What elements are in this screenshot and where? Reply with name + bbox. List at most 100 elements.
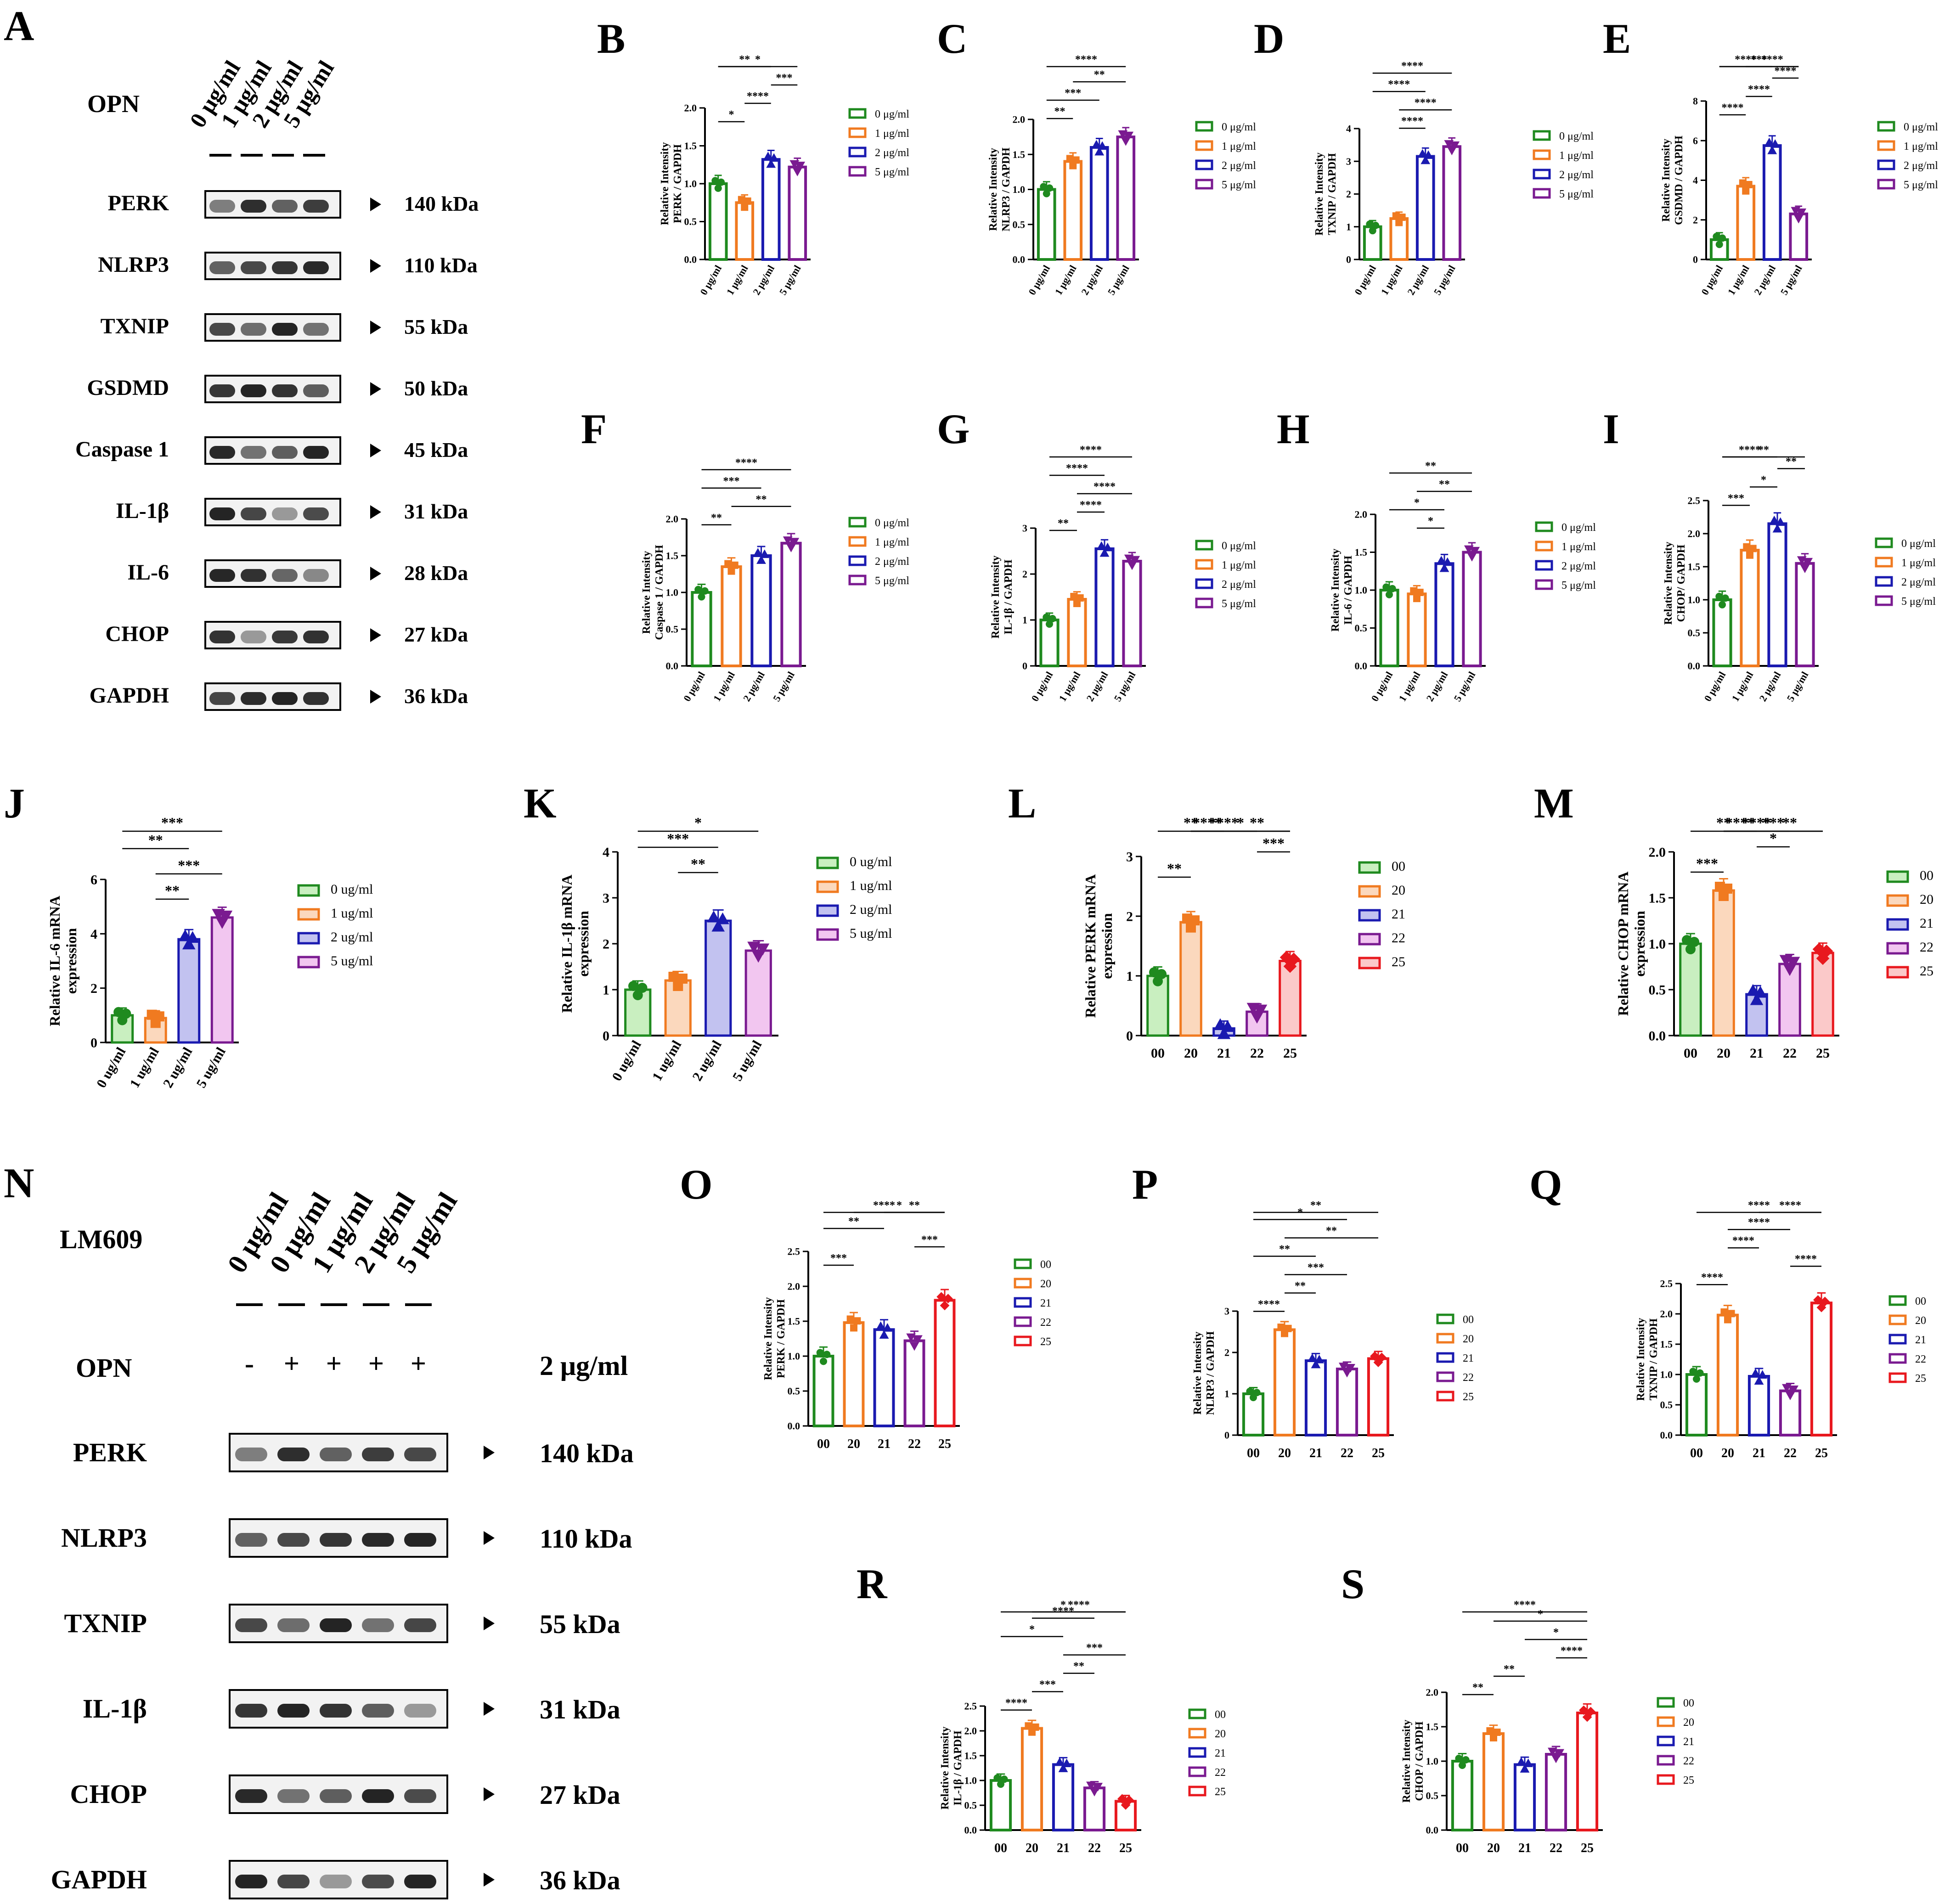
data-point: [1785, 1391, 1795, 1400]
legend-label: 0 μg/ml: [1904, 121, 1938, 133]
data-point: [1746, 551, 1753, 559]
bar: [1513, 1763, 1536, 1831]
legend-swatch: [1195, 559, 1213, 570]
data-point: [1392, 212, 1400, 220]
y-tick-label: 1.5: [684, 140, 697, 152]
data-point: [1754, 1376, 1764, 1385]
protein-band: [277, 1704, 310, 1718]
legend-swatch: [1888, 1314, 1907, 1325]
legend-label: 25: [1040, 1336, 1051, 1348]
legend-swatch: [848, 575, 867, 586]
y-tick-label: 1.5: [1013, 149, 1026, 160]
protein-band: [241, 446, 266, 459]
y-tick-label: 2: [1224, 1347, 1229, 1358]
legend-swatch: [1358, 909, 1381, 922]
blot-row-label: CHOP: [105, 622, 169, 646]
significance-label: ****: [1388, 79, 1410, 90]
data-point: [1124, 131, 1134, 141]
legend-swatch: [1535, 541, 1553, 552]
significance-label: ****: [1514, 1599, 1536, 1611]
data-point: [1043, 190, 1050, 197]
legend-label: 2 μg/ml: [1222, 160, 1256, 172]
y-tick-label: 2: [1693, 214, 1698, 225]
legend-swatch: [1888, 1372, 1907, 1383]
dose-dash: [209, 154, 231, 157]
significance-label: ****: [735, 457, 757, 469]
legend-swatch: [1436, 1352, 1454, 1363]
significance-label: ***: [1039, 1679, 1056, 1691]
legend-swatch: [848, 127, 867, 138]
protein-band: [404, 1704, 436, 1718]
data-point: [1470, 546, 1480, 556]
bar: [1279, 960, 1302, 1037]
x-tick-label: 00: [1151, 1046, 1165, 1061]
data-point: [1089, 1787, 1099, 1797]
y-tick-label: 1.5: [1355, 546, 1368, 558]
legend-swatch: [1014, 1335, 1032, 1346]
significance-label: **: [739, 54, 750, 66]
data-point: [1462, 1756, 1470, 1763]
y-axis-label-line: CHOP/ GAPDH: [1675, 544, 1687, 622]
y-axis-label: Relative IntensityTXNIP / GAPDH: [1313, 152, 1338, 236]
significance-label: ***: [1728, 492, 1744, 504]
y-tick-label: 2.5: [1660, 1278, 1673, 1290]
data-point: [707, 910, 721, 923]
panel-letter: O: [680, 1161, 713, 1208]
data-point: [1055, 1757, 1065, 1766]
significance-label: **: [1094, 69, 1105, 81]
y-axis-label-line: Relative Intensity: [1192, 1332, 1204, 1415]
data-point: [1213, 1018, 1227, 1031]
legend-label: 5 μg/ml: [1559, 188, 1594, 200]
data-point: [186, 931, 199, 943]
bar: [1052, 1763, 1075, 1831]
protein-band: [241, 200, 266, 213]
data-point: [756, 555, 766, 564]
legend-label: 0 μg/ml: [1222, 540, 1256, 552]
dose-dash: [405, 1303, 432, 1306]
protein-band: [209, 569, 235, 582]
bar: [903, 1339, 925, 1428]
legend-swatch: [1875, 595, 1893, 606]
legend-label: 22: [1683, 1755, 1694, 1767]
data-point: [1156, 969, 1167, 980]
protein-band: [241, 569, 266, 582]
protein-band: [277, 1448, 310, 1461]
legend-label: 21: [1920, 916, 1933, 931]
significance-label: ****: [1701, 1272, 1723, 1284]
blot-strip: [204, 682, 341, 711]
x-tick-label: 21: [1753, 1446, 1765, 1460]
bar: [1434, 562, 1454, 667]
significance-label: ***: [776, 72, 793, 84]
y-tick-label: 0.5: [964, 1800, 977, 1811]
x-tick-label: 00: [994, 1841, 1007, 1855]
x-tick-label: 20: [847, 1437, 860, 1451]
legend-label: 21: [1463, 1352, 1474, 1364]
y-axis-label: Relative IntensityCHOP/ GAPDH: [1663, 542, 1687, 625]
legend-swatch: [1195, 597, 1213, 608]
data-point: [1720, 1308, 1728, 1316]
data-point: [751, 951, 765, 963]
legend-swatch: [1195, 578, 1213, 589]
x-tick-label: 20: [1717, 1046, 1730, 1061]
arrow-marker: [484, 1873, 495, 1887]
x-tick-label: 20: [1721, 1446, 1734, 1460]
data-point: [1046, 184, 1054, 192]
y-axis-label: Relative IntensityCHOP / GAPDH: [1401, 1720, 1426, 1803]
y-tick-label: 1.0: [1355, 585, 1368, 596]
legend-label: 25: [1683, 1774, 1694, 1786]
arrow-marker: [370, 382, 381, 396]
data-point: [711, 919, 725, 932]
data-point: [711, 177, 719, 185]
data-point: [1797, 208, 1807, 217]
y-axis-label-line: Relative IL-6 mRNA: [46, 896, 63, 1026]
data-point: [769, 153, 779, 162]
bar: [1716, 1313, 1739, 1436]
y-tick-label: 3: [1022, 523, 1027, 534]
arrow-marker: [370, 444, 381, 457]
data-point: [1048, 615, 1056, 622]
panel-letter: C: [937, 15, 967, 62]
legend-swatch: [1535, 560, 1553, 571]
